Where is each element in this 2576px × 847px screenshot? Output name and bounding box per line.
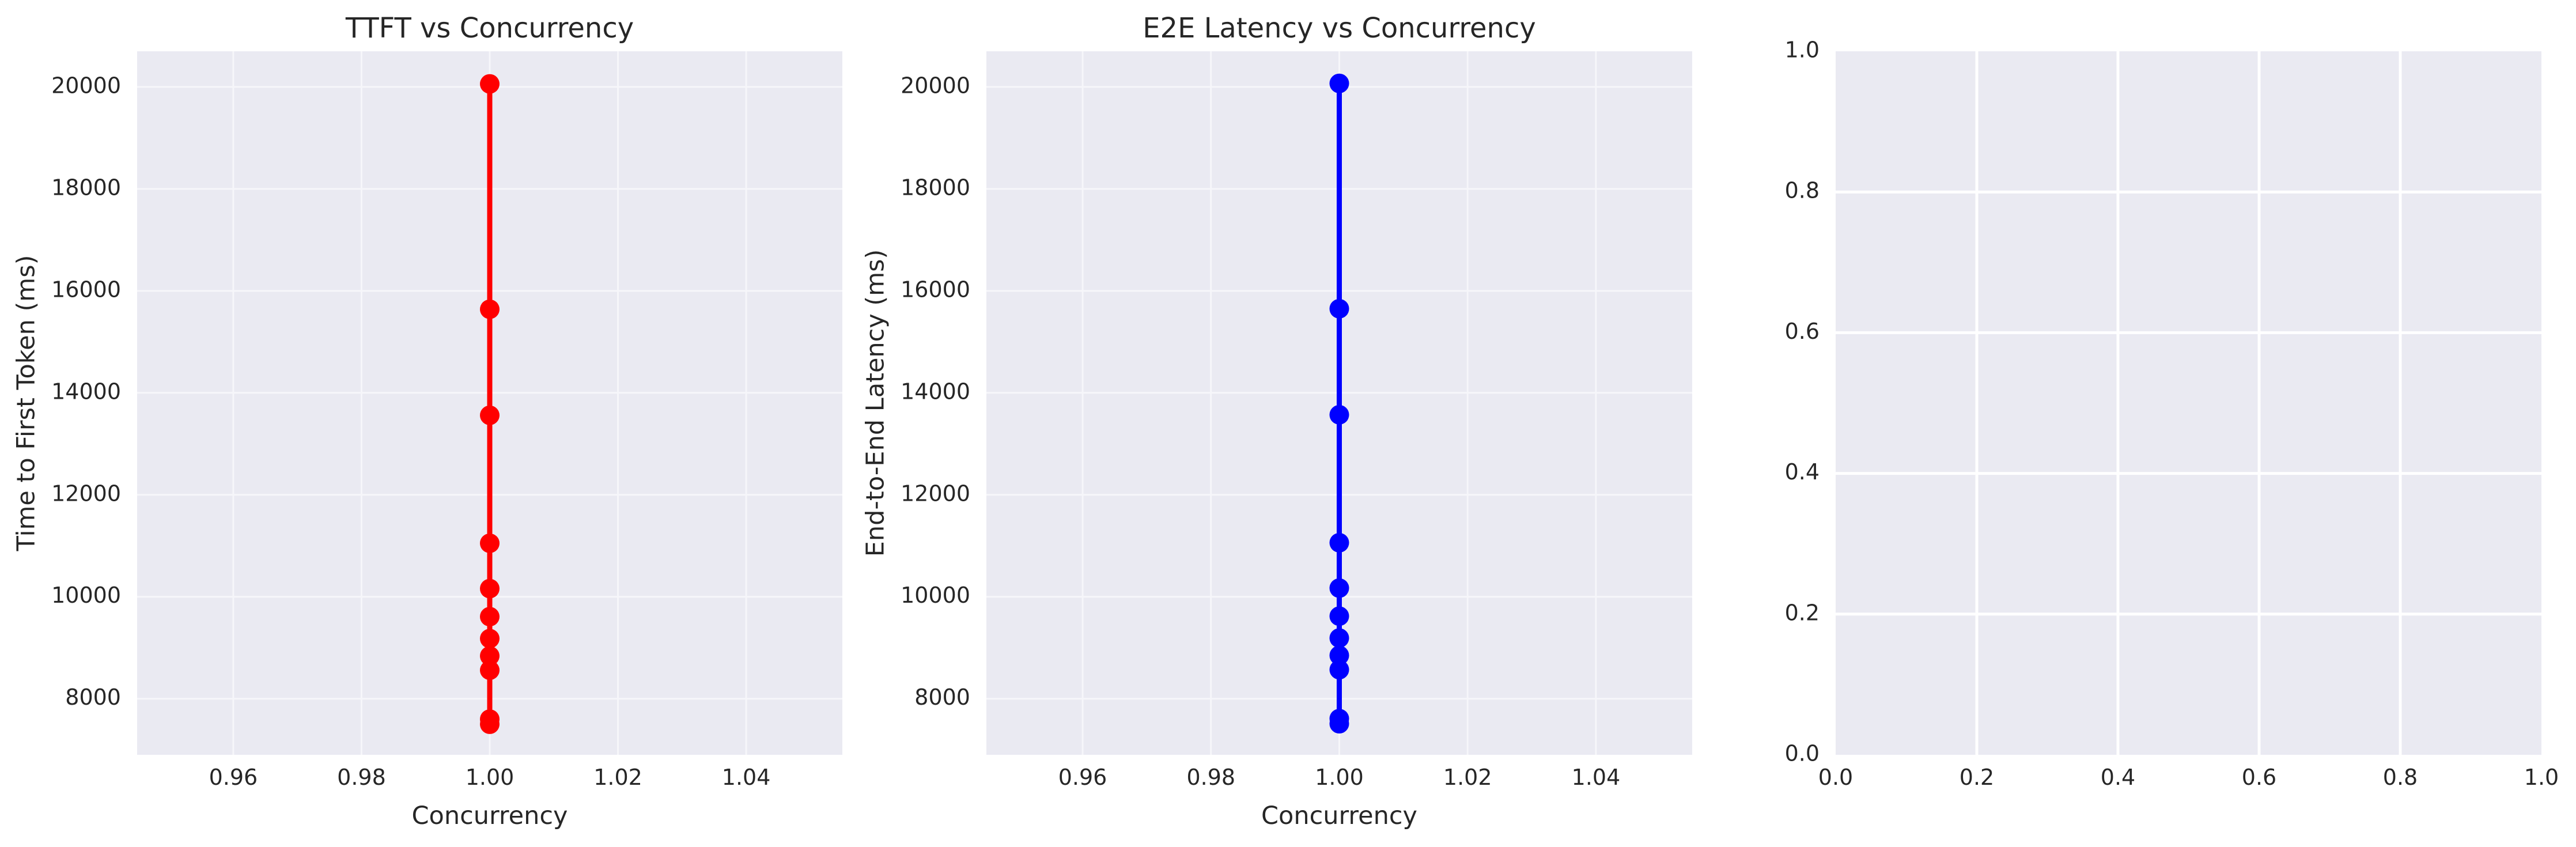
x-tick-label: 1.02 — [1443, 765, 1492, 790]
y-tick-label: 0.0 — [1785, 741, 1820, 766]
data-point-marker — [480, 74, 500, 94]
y-tick-label: 20000 — [901, 73, 970, 98]
x-tick-label: 0.98 — [337, 765, 386, 790]
x-tick-label: 0.96 — [209, 765, 258, 790]
data-point-marker — [1329, 606, 1349, 626]
data-point-marker — [480, 607, 500, 627]
y-axis-label: End-to-End Latency (ms) — [861, 249, 890, 557]
x-tick-label: 1.00 — [466, 765, 515, 790]
x-tick-label: 1.00 — [1315, 765, 1364, 790]
x-tick-label: 0.6 — [2242, 765, 2276, 790]
x-tick-label: 0.4 — [2101, 765, 2135, 790]
data-point-marker — [480, 646, 500, 666]
y-tick-label: 14000 — [51, 379, 121, 404]
y-tick-label: 14000 — [901, 379, 970, 404]
x-axis-label: Concurrency — [412, 801, 568, 830]
data-point-marker — [1329, 404, 1349, 425]
y-tick-label: 16000 — [51, 277, 121, 302]
empty-plot: 0.0 0.2 0.4 0.6 0.8 1.0 0.0 0.2 0.4 0.6 0.8 1.0 — [1785, 37, 2559, 791]
y-tick-label: 12000 — [51, 481, 121, 506]
data-point-marker — [480, 660, 500, 680]
y-axis-label: Time to First Token (ms) — [12, 255, 41, 552]
data-point-marker — [1329, 73, 1349, 93]
y-tick-label: 18000 — [901, 175, 970, 200]
plot-area — [1836, 51, 2541, 755]
x-axis-label: Concurrency — [1261, 801, 1417, 830]
y-tick-label: 12000 — [901, 481, 970, 506]
data-point-marker — [480, 299, 500, 319]
y-tick-label: 10000 — [51, 583, 121, 608]
x-tick-label: 0.8 — [2383, 765, 2418, 790]
data-point-marker — [1329, 578, 1349, 598]
x-tick-label: 1.02 — [593, 765, 642, 790]
x-tick-label: 0.96 — [1058, 765, 1107, 790]
e2e-latency-plot: 0.96 0.98 1.00 1.02 1.04 8000 10000 12000 14000 1… — [861, 12, 1692, 830]
y-tick-label: 16000 — [901, 277, 970, 302]
data-point-marker — [1329, 532, 1349, 553]
y-tick-label: 8000 — [65, 685, 121, 710]
data-point-marker — [480, 629, 500, 649]
y-tick-label: 0.2 — [1785, 600, 1820, 625]
data-point-marker — [480, 709, 500, 729]
y-tick-label: 0.6 — [1785, 319, 1820, 344]
ttft-plot: 0.96 0.98 1.00 1.02 1.04 8000 10000 12000 14000 1… — [12, 12, 842, 830]
data-point-marker — [1329, 628, 1349, 648]
x-tick-label: 0.2 — [1960, 765, 1994, 790]
x-tick-label: 1.04 — [1572, 765, 1621, 790]
y-tick-label: 10000 — [901, 583, 970, 608]
x-tick-label: 1.04 — [722, 765, 771, 790]
y-tick-label: 18000 — [51, 175, 121, 200]
x-tick-label: 1.0 — [2524, 765, 2559, 790]
y-tick-label: 8000 — [914, 685, 970, 710]
data-point-marker — [1329, 660, 1349, 680]
plot-title: TTFT vs Concurrency — [345, 12, 634, 44]
y-tick-label: 20000 — [51, 73, 121, 98]
data-point-marker — [1329, 709, 1349, 729]
data-point-marker — [1329, 298, 1349, 319]
data-point-marker — [480, 578, 500, 599]
y-tick-label: 0.8 — [1785, 178, 1820, 203]
data-point-marker — [480, 405, 500, 425]
x-tick-label: 0.98 — [1186, 765, 1235, 790]
data-point-marker — [480, 533, 500, 553]
y-tick-label: 1.0 — [1785, 37, 1820, 63]
plot-title: E2E Latency vs Concurrency — [1143, 12, 1536, 44]
x-tick-label: 0.0 — [1818, 765, 1853, 790]
y-tick-label: 0.4 — [1785, 459, 1820, 485]
data-point-marker — [1329, 645, 1349, 666]
